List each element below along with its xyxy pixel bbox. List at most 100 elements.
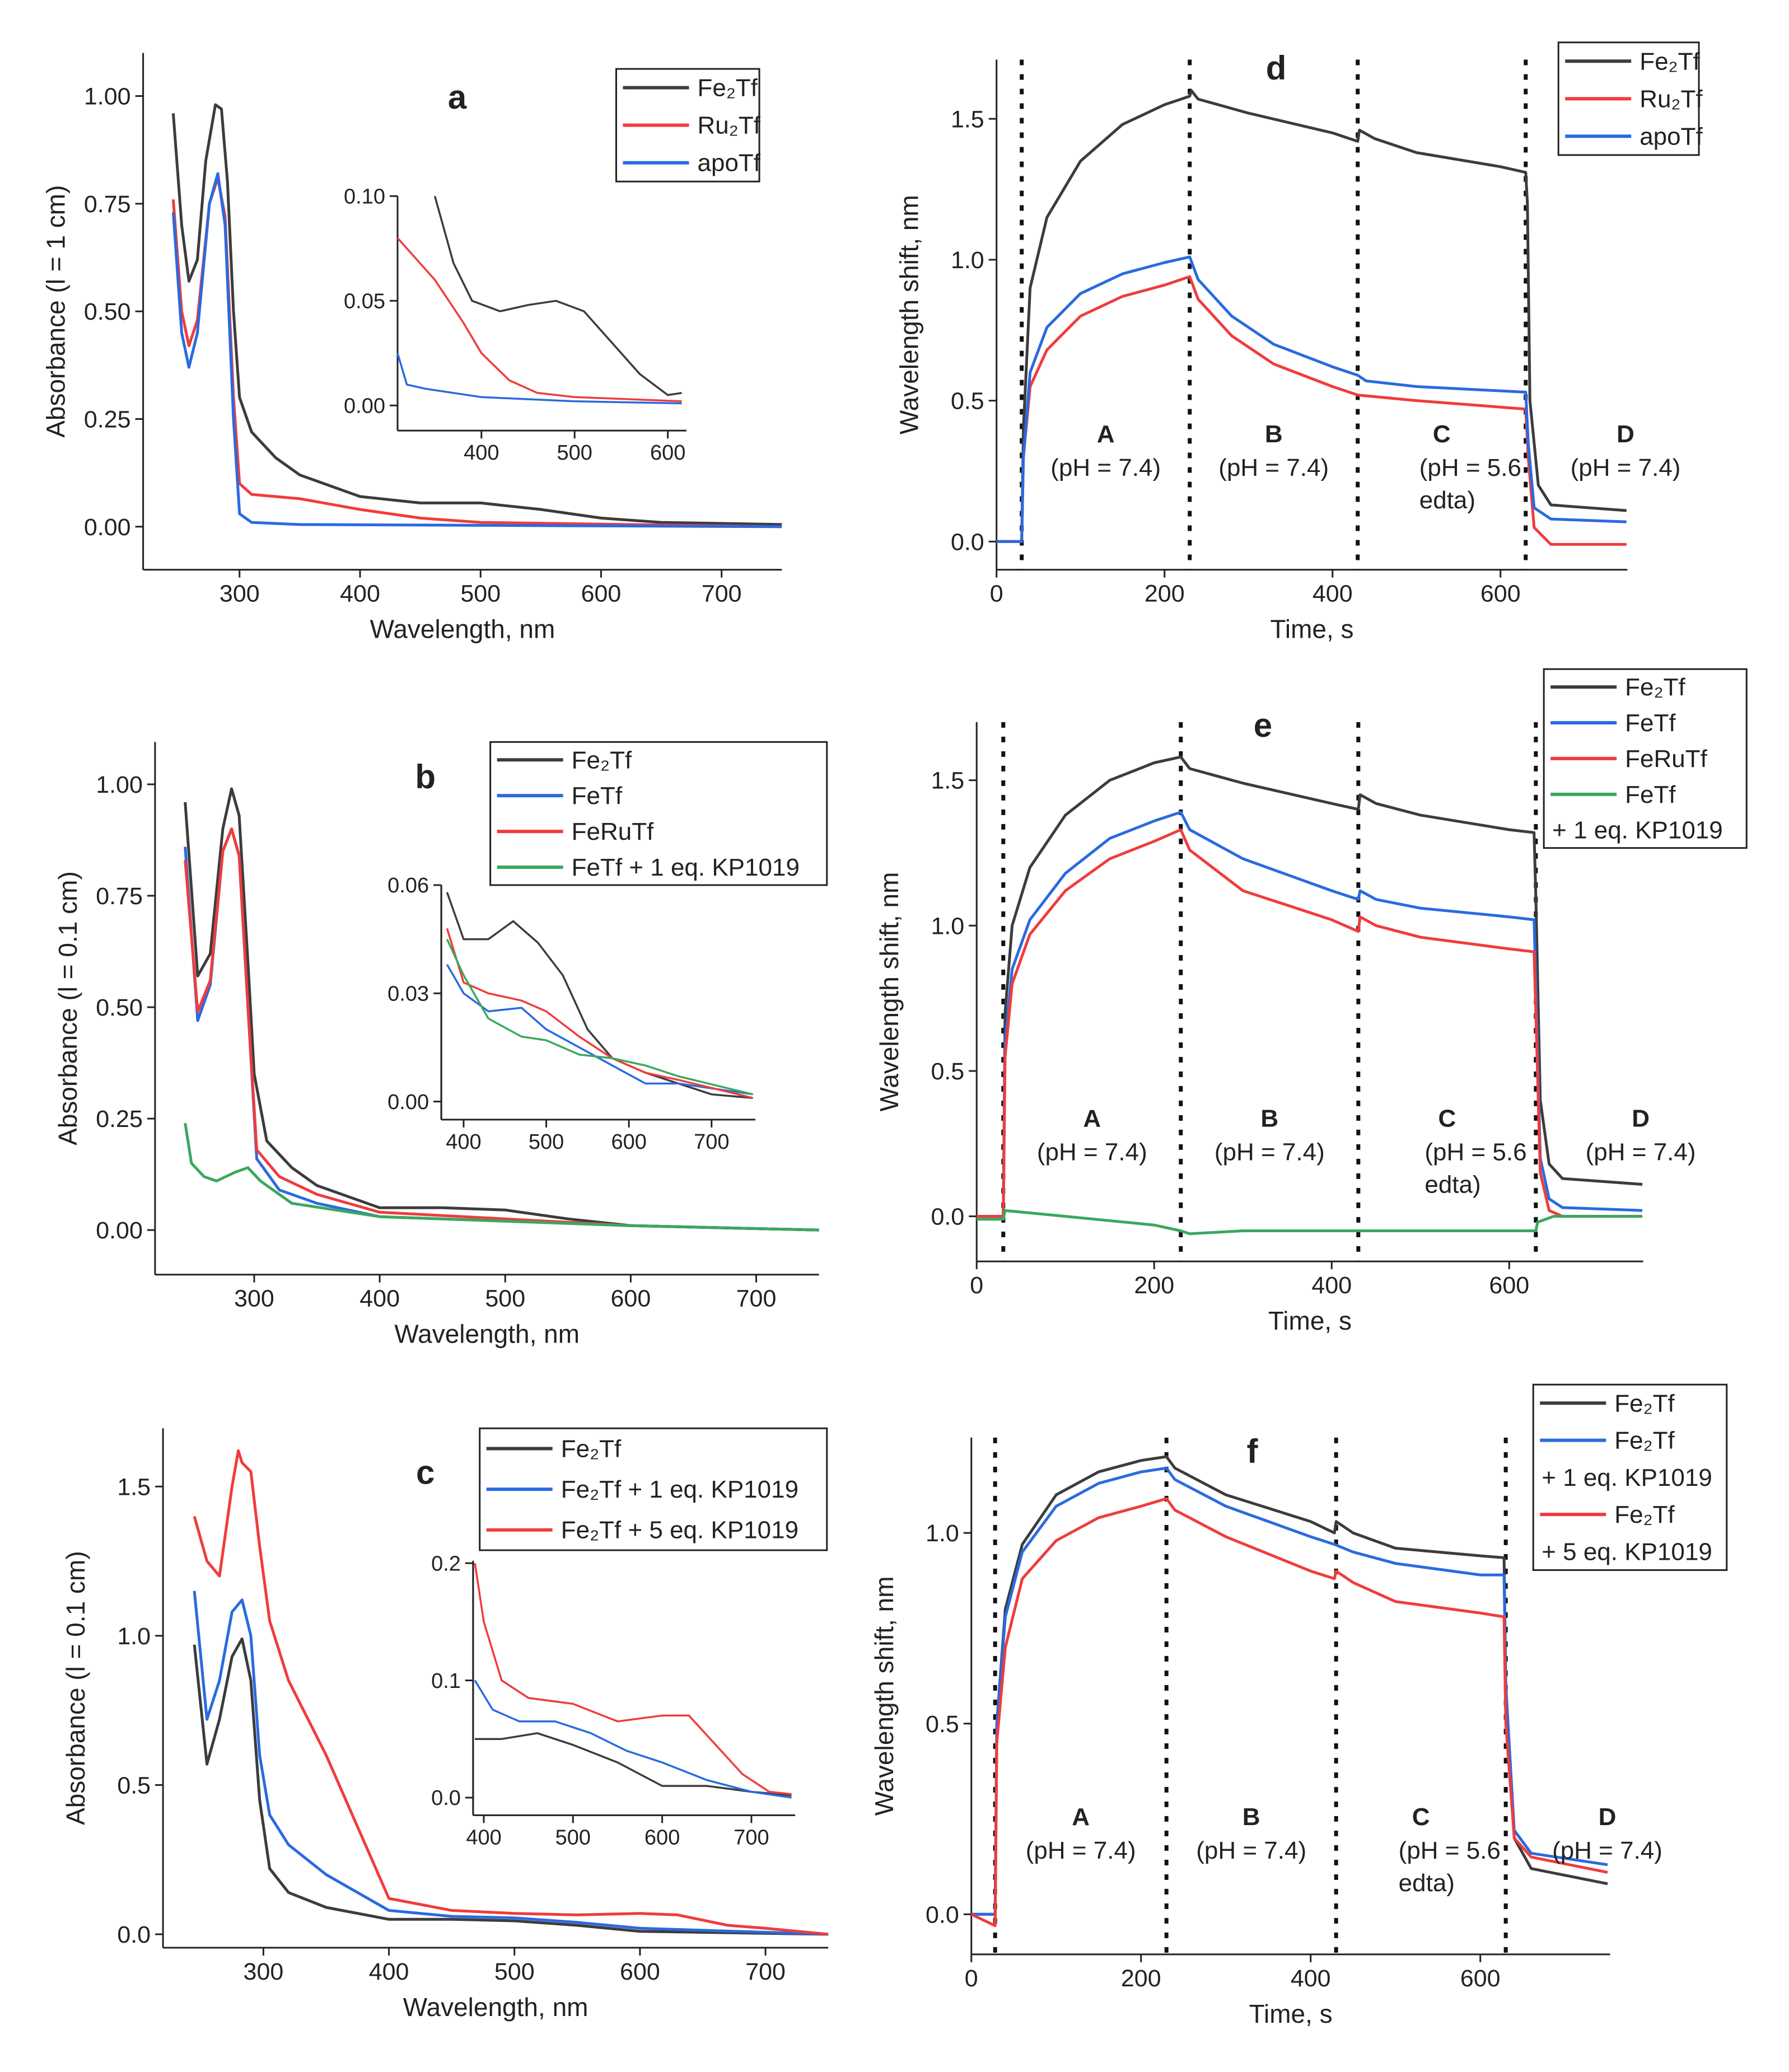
legend-label: Fe₂Tf bbox=[572, 746, 632, 774]
inset-x-tick-label: 600 bbox=[644, 1826, 680, 1849]
inset-x-tick-label: 700 bbox=[734, 1826, 769, 1849]
inset-series-line bbox=[433, 195, 682, 396]
y-axis-label: Wavelength shift, nm bbox=[875, 872, 904, 1112]
legend: Fe₂Tf FeTf FeRuTf FeTf + 1 eq. KP1019 bbox=[489, 741, 828, 886]
inset-x-tick-label: 400 bbox=[466, 1826, 501, 1849]
inset-series-line bbox=[446, 963, 753, 1096]
inset-series-line bbox=[446, 892, 753, 1099]
y-tick-label: 0.75 bbox=[96, 883, 143, 910]
legend-label: Fe₂Tf bbox=[1614, 1427, 1675, 1454]
x-axis-label: Wavelength, nm bbox=[403, 1993, 588, 2022]
series-line bbox=[184, 827, 819, 1232]
x-axis-label: Wavelength, nm bbox=[394, 1320, 580, 1349]
y-tick-label: 1.0 bbox=[951, 247, 984, 274]
series-line bbox=[184, 827, 819, 1232]
x-axis-label: Time, s bbox=[1249, 1999, 1333, 2028]
legend-label: apoTf bbox=[698, 149, 761, 177]
legend: Fe₂Tf FeTf FeRuTf FeTf + 1 eq. KP1019 bbox=[1543, 668, 1748, 849]
x-tick-label: 700 bbox=[702, 581, 742, 607]
series-line bbox=[193, 1449, 829, 1936]
legend-label: Fe₂Tf + 5 eq. KP1019 bbox=[561, 1517, 798, 1544]
inset-y-tick-label: 0.00 bbox=[387, 1091, 429, 1114]
series-line bbox=[996, 89, 1627, 543]
inset-x-tick-label: 400 bbox=[464, 441, 499, 465]
inset-y-tick-label: 0.2 bbox=[431, 1552, 461, 1575]
phase-letter: C bbox=[1433, 420, 1451, 448]
inset-x-tick-label: 400 bbox=[446, 1130, 481, 1154]
legend-label: FeRuTf bbox=[1625, 745, 1707, 773]
inset-series-line bbox=[396, 353, 682, 405]
y-axis-label: Wavelength shift, nm bbox=[895, 195, 924, 434]
phase-condition: (pH = 7.4) bbox=[1215, 1138, 1325, 1166]
x-tick-label: 700 bbox=[736, 1285, 777, 1312]
legend-label: Fe₂Tf + 1 eq. KP1019 bbox=[561, 1476, 798, 1503]
panel-d: 0 200 400 600 0.0 0.5 1.0 1.5 Time, s Wavelength … bbox=[895, 41, 1703, 644]
x-tick-label: 400 bbox=[369, 1958, 409, 1985]
series-line bbox=[171, 103, 782, 526]
legend-label: + 5 eq. KP1019 bbox=[1542, 1538, 1712, 1565]
series-line bbox=[171, 172, 782, 528]
y-tick-label: 0.00 bbox=[96, 1217, 143, 1244]
legend-label: Fe₂Tf bbox=[1625, 673, 1685, 701]
phase-letter: B bbox=[1265, 420, 1283, 448]
inset: 400 500 600 0.00 0.05 0.10 bbox=[344, 185, 686, 465]
y-tick-label: 0.5 bbox=[926, 1711, 959, 1738]
legend: Fe₂Tf Ru₂Tf apoTf bbox=[615, 68, 761, 183]
legend: Fe₂Tf Fe₂Tf + 1 eq. KP1019 Fe₂Tf + 5 eq. K… bbox=[479, 1427, 828, 1551]
panel-a: 300 400 500 600 700 0.00 0.25 0.50 0.75 1.00 Wavel… bbox=[41, 53, 782, 644]
phase-condition: (pH = 7.4) bbox=[1037, 1138, 1147, 1166]
x-tick-label: 400 bbox=[359, 1285, 400, 1312]
legend-box bbox=[1532, 1383, 1728, 1571]
inset-series-line bbox=[474, 1563, 792, 1795]
x-tick-label: 300 bbox=[234, 1285, 274, 1312]
x-tick-label: 600 bbox=[611, 1285, 651, 1312]
x-tick-label: 400 bbox=[340, 581, 380, 607]
legend-label: FeTf bbox=[1625, 709, 1676, 737]
y-tick-label: 0.00 bbox=[84, 514, 131, 541]
legend-label: FeTf bbox=[1625, 781, 1676, 808]
inset-series-line bbox=[396, 237, 682, 403]
phase-condition: (pH = 7.4) bbox=[1026, 1837, 1136, 1864]
y-tick-label: 0.0 bbox=[926, 1901, 959, 1928]
panel-f: 0 200 400 600 0.0 0.5 1.0 Time, s Wavelength shi… bbox=[870, 1383, 1728, 2028]
series-line bbox=[977, 755, 1643, 1218]
legend-label: FeTf bbox=[572, 782, 623, 810]
y-axis-label: Absorbance (l = 0.1 cm) bbox=[61, 1551, 90, 1825]
x-tick-label: 600 bbox=[1489, 1272, 1529, 1299]
x-tick-label: 500 bbox=[485, 1285, 525, 1312]
inset-y-tick-label: 0.05 bbox=[344, 290, 385, 314]
phase-condition: (pH = 7.4) bbox=[1196, 1837, 1306, 1864]
y-tick-label: 1.0 bbox=[931, 913, 964, 939]
y-axis-label: Wavelength shift, nm bbox=[870, 1576, 899, 1816]
y-tick-label: 0.0 bbox=[951, 528, 984, 555]
inset-x-tick-label: 700 bbox=[694, 1130, 729, 1154]
inset-x-tick-label: 500 bbox=[557, 441, 592, 465]
y-tick-label: 1.00 bbox=[96, 771, 143, 798]
panel-label: c bbox=[416, 1454, 435, 1491]
x-tick-label: 200 bbox=[1121, 1965, 1161, 1992]
inset-series-line bbox=[475, 1732, 792, 1797]
inset-y-tick-label: 0.10 bbox=[344, 185, 385, 209]
y-tick-label: 0.75 bbox=[84, 191, 131, 218]
phase-letter: C bbox=[1438, 1105, 1456, 1132]
phase-condition: edta) bbox=[1399, 1869, 1455, 1897]
phase-letter: A bbox=[1072, 1803, 1090, 1831]
phase-letter: C bbox=[1412, 1803, 1430, 1831]
x-tick-label: 0 bbox=[970, 1272, 983, 1299]
panel-b: 300 400 500 600 700 0.00 0.25 0.50 0.75 1.00 Wavel… bbox=[53, 741, 828, 1349]
x-tick-label: 300 bbox=[244, 1958, 284, 1985]
phase-condition: edta) bbox=[1424, 1171, 1480, 1198]
legend-label: Ru₂Tf bbox=[1639, 85, 1703, 113]
x-tick-label: 300 bbox=[219, 581, 260, 607]
y-tick-label: 1.0 bbox=[117, 1623, 151, 1650]
legend-label: + 1 eq. KP1019 bbox=[1542, 1464, 1712, 1491]
phase-condition: (pH = 5.6 bbox=[1424, 1138, 1526, 1166]
phase-condition: edta) bbox=[1419, 487, 1475, 514]
phase-letter: A bbox=[1097, 420, 1115, 448]
x-tick-label: 400 bbox=[1312, 581, 1353, 607]
phase-condition: (pH = 5.6 bbox=[1399, 1837, 1501, 1864]
x-axis-label: Wavelength, nm bbox=[370, 615, 555, 644]
phase-condition: (pH = 7.4) bbox=[1586, 1138, 1696, 1166]
phase-condition: (pH = 7.4) bbox=[1218, 454, 1329, 481]
